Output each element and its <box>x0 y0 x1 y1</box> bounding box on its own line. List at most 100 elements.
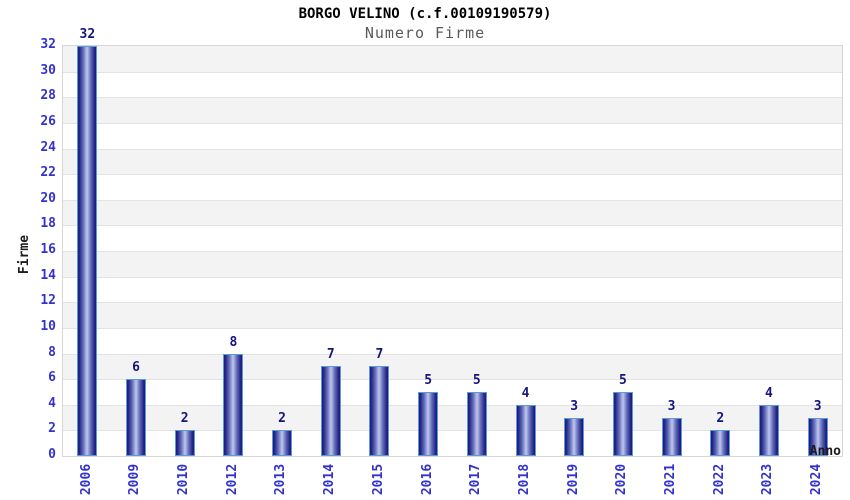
y-tick-label: 16 <box>40 242 56 257</box>
y-tick-label: 12 <box>40 293 56 309</box>
plot-band <box>63 199 842 226</box>
x-tick-label: 2009 <box>127 463 143 495</box>
x-tick-label: 2017 <box>468 463 484 495</box>
gridline <box>63 276 842 278</box>
plot-band <box>63 379 842 405</box>
plot-band <box>63 71 842 98</box>
bar <box>758 404 779 456</box>
gridline <box>63 71 842 73</box>
bar-value-label: 6 <box>132 360 140 376</box>
bar <box>466 391 487 456</box>
bar <box>807 417 828 456</box>
plot-band <box>63 353 842 380</box>
x-tick-label: 2022 <box>711 463 727 495</box>
plot-band <box>63 251 842 277</box>
gridline <box>63 174 842 176</box>
plot-band <box>63 302 842 328</box>
gridline <box>63 430 842 432</box>
bar <box>320 366 341 456</box>
bar-value-label: 4 <box>521 385 530 401</box>
x-tick-label: 2024 <box>809 463 825 495</box>
y-tick-label: 24 <box>40 139 56 155</box>
gridline <box>63 97 842 99</box>
x-tick-label: 2021 <box>663 463 679 495</box>
bar <box>369 366 390 456</box>
x-tick-label: 2012 <box>224 463 240 495</box>
x-tick-label: 2014 <box>322 463 338 495</box>
x-tick-label: 2019 <box>565 463 581 495</box>
bar <box>223 353 244 456</box>
plot-band <box>63 97 842 123</box>
bar-value-label: 3 <box>813 398 822 414</box>
bar-value-label: 2 <box>716 411 725 427</box>
bar-value-label: 5 <box>472 372 481 388</box>
bar-value-label: 3 <box>667 398 676 414</box>
gridline <box>63 225 842 227</box>
gridline <box>63 199 842 201</box>
plot-area: 32 6 2 8 2 7 7 5 5 4 3 5 3 2 4 3 <box>62 28 843 457</box>
bar-value-label: 32 <box>79 27 96 42</box>
bar-value-label: 7 <box>326 347 335 363</box>
bar-value-label: 4 <box>765 385 773 401</box>
plot-band <box>63 46 842 72</box>
bar-value-label: 2 <box>180 411 189 427</box>
y-tick-label: 8 <box>48 344 56 360</box>
y-tick-label: 28 <box>40 88 56 104</box>
plot-band <box>63 174 842 200</box>
y-tick-label: 2 <box>48 421 56 437</box>
y-tick-label: 4 <box>48 395 56 411</box>
plot-band <box>63 148 842 175</box>
bar-value-label: 2 <box>278 411 286 427</box>
y-tick-label: 0 <box>48 447 56 462</box>
gridline <box>63 353 842 355</box>
gridline <box>63 302 842 304</box>
x-tick-label: 2010 <box>176 463 192 495</box>
x-tick-label: 2006 <box>78 463 94 495</box>
x-tick-label: 2018 <box>517 463 533 495</box>
gridline <box>63 379 842 381</box>
y-tick-label: 20 <box>40 190 56 206</box>
bar <box>564 417 585 456</box>
y-tick-label: 30 <box>40 62 56 78</box>
gridline <box>63 148 842 150</box>
plot-band <box>63 276 842 303</box>
bar <box>126 379 147 456</box>
bar <box>272 430 293 456</box>
bar-value-label: 3 <box>570 398 579 414</box>
gridline <box>63 122 842 124</box>
gridline <box>63 404 842 406</box>
x-tick-label: 2023 <box>760 463 776 495</box>
chart-subtitle: Numero Firme <box>364 24 486 42</box>
x-tick-label: 2020 <box>614 463 630 495</box>
bar <box>661 417 682 456</box>
y-tick-label: 32 <box>40 37 56 52</box>
bar <box>418 391 439 456</box>
y-tick-label: 6 <box>48 370 56 386</box>
plot-band <box>63 327 842 354</box>
plot-band <box>63 225 842 251</box>
bar-value-label: 7 <box>375 347 384 363</box>
bar-value-label: 8 <box>229 334 238 350</box>
plot-band <box>63 122 842 149</box>
x-tick-label: 2016 <box>419 463 435 495</box>
gridline <box>63 327 842 329</box>
chart-title: BORGO VELINO (c.f.00109190579) <box>298 6 552 22</box>
y-tick-label: 26 <box>40 113 56 129</box>
plot-band <box>63 404 842 431</box>
bar-value-label: 5 <box>424 372 433 388</box>
bar <box>174 430 195 456</box>
x-axis-label: Anno <box>809 444 841 459</box>
x-tick-label: 2015 <box>370 463 386 495</box>
bar-value-label: 5 <box>618 372 627 388</box>
y-tick-label: 14 <box>40 267 56 283</box>
x-tick-label: 2013 <box>273 463 289 495</box>
bar <box>77 46 98 456</box>
gridline <box>63 251 842 252</box>
y-tick-label: 22 <box>40 165 56 181</box>
bar <box>515 404 536 456</box>
y-tick-label: 18 <box>40 216 56 232</box>
y-tick-label: 10 <box>40 318 56 334</box>
bar <box>612 391 633 456</box>
bar <box>710 430 731 456</box>
